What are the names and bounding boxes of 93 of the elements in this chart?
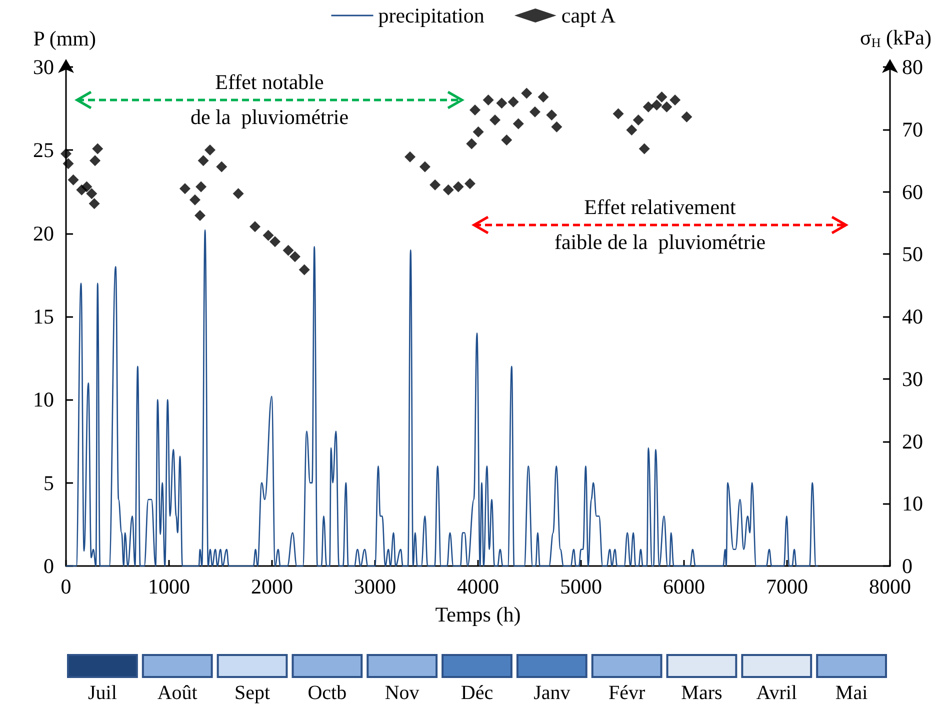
y2-tick-label: 10 [902, 492, 923, 516]
point [189, 194, 200, 206]
y-tick-label: 15 [33, 304, 54, 328]
text: Nov [384, 682, 420, 705]
y-tick-label: 0 [44, 554, 54, 578]
x-tick-label: 3000 [354, 574, 396, 598]
point [470, 104, 481, 116]
y-tick-label: 10 [33, 388, 54, 412]
point [282, 244, 294, 256]
text: Févr [608, 682, 646, 705]
y-tick-label: 30 [33, 55, 54, 79]
point [464, 178, 476, 190]
text: Déc [460, 682, 494, 705]
text: Août [157, 682, 198, 705]
text: Octb [308, 682, 347, 705]
point [179, 183, 190, 194]
annotation: Effet relativement faible de la pluviométrie [554, 194, 766, 256]
x-tick-label: 2000 [251, 574, 293, 598]
x-tick-label: 1000 [148, 574, 190, 598]
x-tick-label: 7000 [766, 574, 808, 598]
point [482, 94, 494, 106]
point [442, 184, 454, 196]
point [204, 144, 216, 156]
point [501, 134, 512, 146]
x-tick-label: 5000 [560, 574, 602, 598]
x-tick-label: 4000 [457, 574, 499, 598]
point [216, 161, 228, 172]
point [196, 181, 207, 192]
point [86, 188, 98, 200]
point [496, 98, 508, 109]
text: Janv [534, 682, 570, 705]
x-tick-label: 6000 [663, 574, 705, 598]
y-tick-label: 5 [44, 470, 54, 495]
point [551, 121, 562, 132]
point [430, 179, 441, 190]
text: Mai [835, 682, 868, 705]
point [489, 114, 500, 126]
point [612, 108, 624, 120]
text: Avril [756, 682, 797, 705]
point [466, 138, 478, 150]
point [521, 88, 532, 99]
point [92, 143, 104, 154]
point [656, 91, 668, 102]
point [250, 221, 261, 232]
point [452, 181, 464, 192]
point [529, 106, 540, 118]
point [419, 161, 430, 172]
legend-label: precipitation [378, 4, 485, 28]
point [289, 251, 300, 262]
x-tick-label: 0 [60, 574, 72, 598]
point [632, 114, 644, 126]
y2-tick-label: 60 [902, 180, 923, 204]
text: Juil [88, 682, 117, 705]
point [472, 126, 484, 138]
y2-tick-label: 80 [902, 55, 923, 79]
point [60, 148, 72, 160]
point [546, 110, 558, 121]
point [68, 174, 79, 186]
point [661, 101, 672, 112]
point [670, 94, 681, 106]
y-tick-label: 20 [33, 221, 54, 246]
point [538, 91, 549, 102]
point [626, 124, 638, 136]
y2-tick-label: 50 [902, 242, 923, 266]
y2-tick-label: 20 [902, 429, 923, 454]
point [88, 198, 100, 210]
point [198, 155, 209, 166]
text: Mars [681, 682, 722, 705]
point [81, 181, 92, 192]
point [638, 143, 650, 154]
point [512, 118, 524, 130]
point [404, 151, 416, 162]
text: Sept [234, 682, 270, 705]
y2-tick-label: 40 [902, 304, 923, 328]
point [62, 158, 74, 170]
point [681, 111, 692, 122]
point [642, 101, 654, 112]
point [269, 236, 280, 248]
point [90, 155, 101, 166]
point [262, 230, 274, 241]
y2-tick-label: 30 [902, 366, 923, 391]
y-tick-label: 25 [33, 138, 54, 162]
legend-label: capt A [561, 4, 616, 28]
y2-tick-label: 70 [902, 117, 923, 142]
point [651, 100, 662, 111]
annotation: Effet notable de la pluviométrie [190, 69, 349, 131]
x-axis-title: Temps (h) [435, 602, 521, 626]
point [194, 210, 206, 221]
point [508, 96, 519, 108]
y-axis-title: P (mm) [33, 26, 96, 50]
line-series [65, 229, 819, 567]
point [298, 264, 310, 276]
point [232, 188, 244, 200]
